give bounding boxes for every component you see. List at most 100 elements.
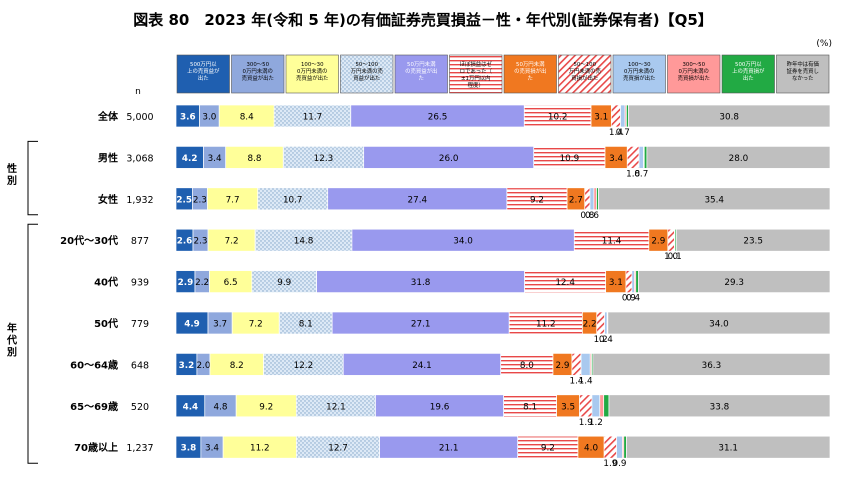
data-label: 34.0 — [709, 320, 729, 330]
bar-row: 40代9392.92.26.59.931.812.43.10.90.40.20.… — [94, 271, 830, 304]
legend-item: 500万円以上の売買益が出た — [177, 55, 230, 93]
data-label: 0.9 — [613, 459, 627, 469]
data-label: 31.1 — [718, 444, 738, 454]
data-label: 10.7 — [283, 195, 303, 205]
category-label: 男性 — [98, 151, 118, 164]
data-label: 3.6 — [180, 113, 196, 123]
bar-segment — [668, 229, 675, 251]
category-label: 60〜64歳 — [70, 358, 118, 371]
data-label: 0.6 — [585, 211, 599, 221]
n-value: 779 — [131, 319, 149, 330]
group-bracket — [28, 141, 38, 214]
bar-segment — [594, 188, 597, 210]
bar-segment — [639, 146, 644, 168]
data-label: 11.4 — [602, 237, 622, 247]
data-label: 3.4 — [208, 154, 222, 164]
bar-segment — [592, 395, 600, 417]
data-label: 11.2 — [536, 320, 556, 330]
data-label: 4.0 — [584, 444, 598, 454]
data-label: 2.2 — [195, 278, 209, 288]
data-label: 2.0 — [196, 361, 210, 371]
unit-label: (%) — [816, 39, 832, 49]
data-label: 8.2 — [230, 361, 244, 371]
n-value: 939 — [131, 278, 149, 289]
bar-segment — [605, 312, 608, 334]
bar-segment — [626, 271, 632, 293]
data-label: 29.3 — [724, 278, 744, 288]
data-label: 7.7 — [226, 195, 240, 205]
bar-segment — [580, 395, 592, 417]
data-label: 3.1 — [594, 113, 608, 123]
data-label: 2.9 — [555, 361, 569, 371]
data-label: 2.9 — [178, 278, 194, 288]
n-value: 648 — [131, 360, 149, 371]
data-label: 8.1 — [299, 320, 313, 330]
data-label: 8.1 — [523, 402, 537, 412]
data-label: 27.4 — [408, 195, 428, 205]
data-label: 0.7 — [634, 169, 648, 179]
bar-segment — [621, 105, 626, 127]
bar-row: 60〜64歳6483.22.08.212.224.18.02.91.41.40.… — [70, 353, 830, 386]
data-label: 27.1 — [411, 320, 431, 330]
data-label: 35.4 — [704, 195, 724, 205]
legend-item: ほぼ損益はゼロであった（±1万円以内程度） — [450, 55, 503, 93]
data-label: 3.5 — [561, 402, 575, 412]
data-label: 4.8 — [213, 402, 227, 412]
category-label: 全体 — [97, 110, 119, 123]
bar-segment — [590, 188, 594, 210]
data-label: 8.8 — [247, 154, 261, 164]
bar-segment — [624, 436, 627, 458]
data-label: 3.4 — [609, 154, 623, 164]
data-label: 3.0 — [202, 113, 216, 123]
data-label: 4.2 — [182, 154, 198, 164]
data-label: 12.4 — [555, 278, 575, 288]
data-label: 10.9 — [560, 154, 580, 164]
chart-rows: 全体5,0003.63.08.411.726.510.23.11.40.70.2… — [60, 105, 830, 469]
bar-segment — [600, 395, 604, 417]
data-label: 2.3 — [194, 237, 208, 247]
data-label: 2.7 — [569, 195, 583, 205]
category-label: 女性 — [98, 193, 118, 206]
data-label: 2.6 — [177, 237, 193, 247]
data-label: 19.6 — [430, 402, 450, 412]
bar-segment — [611, 105, 620, 127]
data-label: 12.2 — [294, 361, 314, 371]
data-label: 0.1 — [668, 252, 682, 262]
bar-segment — [636, 271, 639, 293]
data-label: 3.7 — [213, 320, 227, 330]
data-label: 0.4 — [626, 294, 640, 304]
group-label: 年代別 — [6, 322, 17, 359]
bar-segment — [585, 188, 590, 210]
data-label: 30.8 — [719, 113, 739, 123]
group-label: 性別 — [6, 162, 17, 187]
data-label: 21.1 — [439, 444, 459, 454]
data-label: 0.4 — [599, 335, 613, 345]
n-value: 1,932 — [126, 195, 153, 206]
bar-row: 65〜69歳5204.44.89.212.119.68.13.51.91.20.… — [70, 395, 830, 428]
data-label: 3.8 — [181, 444, 197, 454]
bar-row: 女性1,9322.52.37.710.727.49.22.70.80.60.40… — [98, 188, 830, 221]
data-label: 0.7 — [616, 128, 630, 138]
n-value: 3,068 — [126, 153, 153, 164]
data-label: 1.4 — [579, 376, 593, 386]
bar-segment — [572, 353, 581, 375]
n-value: 520 — [131, 402, 149, 413]
category-label: 20代〜30代 — [60, 234, 118, 247]
bar-segment — [644, 146, 647, 168]
data-label: 10.2 — [548, 113, 568, 123]
bar-row: 男性3,0684.23.48.812.326.010.93.41.80.70.1… — [98, 146, 830, 179]
data-label: 11.2 — [250, 444, 270, 454]
data-label: 7.2 — [249, 320, 263, 330]
category-label: 50代 — [94, 317, 118, 330]
data-label: 3.4 — [205, 444, 219, 454]
bar-segment — [581, 353, 590, 375]
bar-segment — [627, 146, 639, 168]
